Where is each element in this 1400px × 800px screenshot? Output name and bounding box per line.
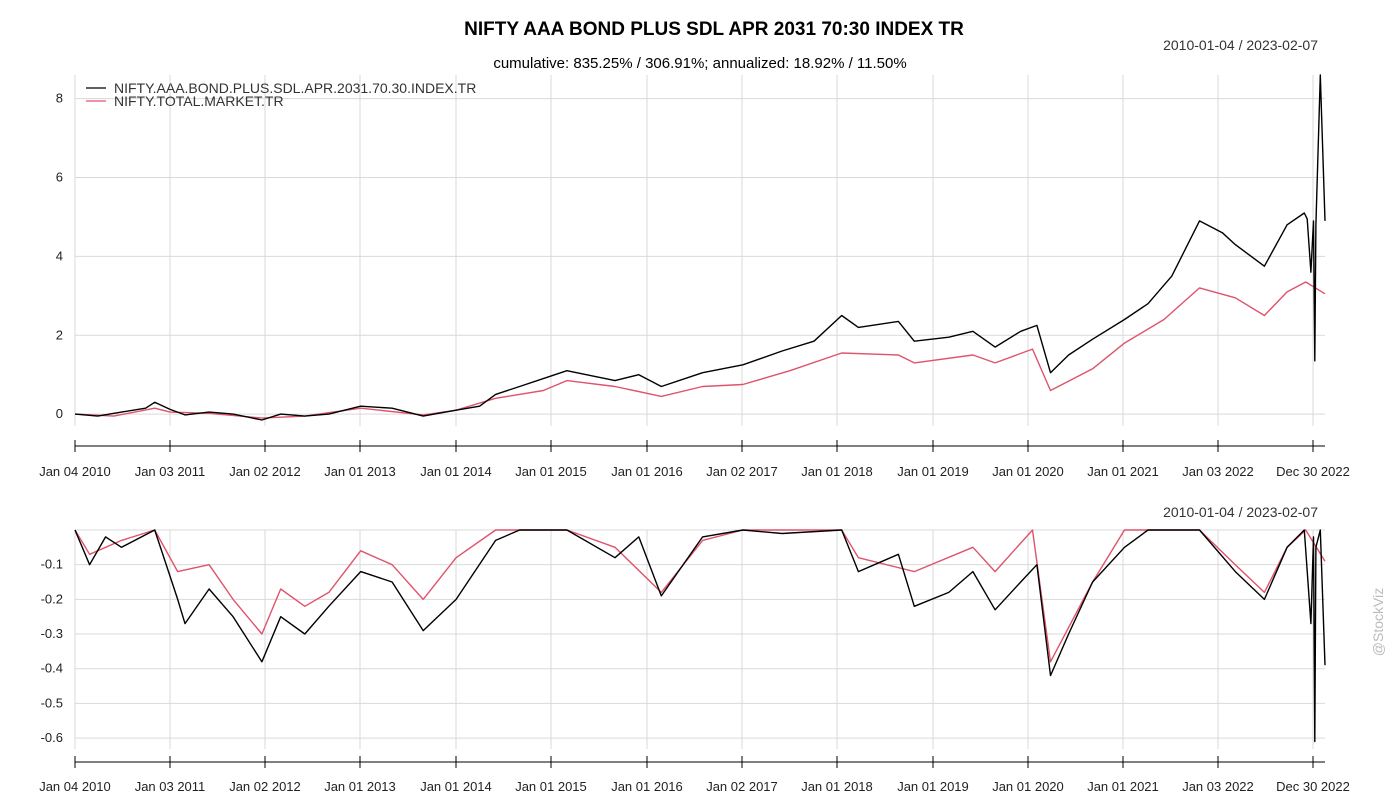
chart-title: NIFTY AAA BOND PLUS SDL APR 2031 70:30 I… [464, 19, 964, 40]
bottom-y-tick-label: -0.2 [41, 591, 63, 606]
top-series-line-nifty-aaa-bond-plus-sdl-apr-2031-70-30-index-tr [74, 74, 1326, 421]
legend-label-bond: NIFTY.AAA.BOND.PLUS.SDL.APR.2031.70.30.I… [114, 80, 476, 96]
bottom-x-tick-label: Jan 01 2013 [324, 779, 396, 794]
bottom-y-tick-label: -0.1 [41, 557, 63, 572]
bottom-x-tick-label: Jan 01 2014 [420, 779, 492, 794]
top-x-tick-label: Dec 30 2022 [1276, 464, 1350, 479]
drawdown-panel: -0.1 -0.2 -0.3 -0.4 -0.5 -0.6 Jan 04 2010 Jan 0… [39, 504, 1350, 794]
bottom-date-range: 2010-01-04 / 2023-02-07 [1163, 504, 1318, 520]
top-grid [74, 75, 1325, 426]
bottom-y-tick-label: -0.6 [41, 730, 63, 745]
bottom-axes: -0.1 -0.2 -0.3 -0.4 -0.5 -0.6 Jan 04 2010 Jan 0… [39, 557, 1350, 794]
top-x-tick-label: Jan 03 2022 [1182, 464, 1254, 479]
top-y-tick-label: 4 [56, 248, 63, 263]
top-x-tick-label: Jan 01 2015 [515, 464, 587, 479]
top-y-tick-label: 6 [56, 170, 63, 185]
bottom-x-tick-label: Jan 04 2010 [39, 779, 111, 794]
bottom-x-tick-label: Jan 01 2015 [515, 779, 587, 794]
bottom-series [74, 529, 1326, 743]
top-series-line-nifty-total-market-tr [74, 281, 1326, 419]
top-x-tick-label: Jan 01 2016 [611, 464, 683, 479]
bottom-series-line-nifty-total-market-tr [74, 529, 1326, 663]
bottom-x-tick-label: Jan 01 2018 [801, 779, 873, 794]
bottom-y-tick-label: -0.4 [41, 661, 63, 676]
bottom-x-tick-label: Jan 02 2017 [706, 779, 778, 794]
legend: NIFTY.AAA.BOND.PLUS.SDL.APR.2031.70.30.I… [86, 80, 476, 109]
top-x-tick-label: Jan 01 2013 [324, 464, 396, 479]
bottom-x-tick-label: Jan 01 2020 [992, 779, 1064, 794]
top-x-tick-label: Jan 04 2010 [39, 464, 111, 479]
bottom-x-tick-label: Jan 02 2012 [229, 779, 301, 794]
top-y-tick-label: 2 [56, 327, 63, 342]
bottom-grid [74, 529, 1325, 749]
top-x-tick-label: Jan 03 2011 [135, 464, 206, 479]
watermark: @StockViz [1370, 588, 1386, 656]
top-x-tick-label: Jan 01 2019 [897, 464, 969, 479]
legend-label-market: NIFTY.TOTAL.MARKET.TR [114, 93, 284, 109]
bottom-series-line-nifty-aaa-bond-plus-sdl-apr-2031-70-30-index-tr [74, 529, 1326, 743]
top-y-tick-label: 0 [56, 406, 63, 421]
bottom-y-tick-label: -0.3 [41, 626, 63, 641]
top-date-range: 2010-01-04 / 2023-02-07 [1163, 37, 1318, 53]
bottom-y-tick-label: -0.5 [41, 695, 63, 710]
bottom-x-tick-label: Jan 01 2019 [897, 779, 969, 794]
bottom-x-tick-label: Jan 03 2022 [1182, 779, 1254, 794]
top-x-tick-label: Jan 02 2012 [229, 464, 301, 479]
bottom-x-tick-label: Jan 01 2016 [611, 779, 683, 794]
top-x-tick-label: Jan 01 2021 [1087, 464, 1159, 479]
top-series [74, 74, 1326, 421]
top-y-tick-label: 8 [56, 91, 63, 106]
top-axes: 0 2 4 6 8 Jan 04 2010 Jan 03 2011 Jan 02 2012 Ja… [39, 91, 1350, 479]
top-x-tick-label: Jan 01 2018 [801, 464, 873, 479]
bottom-x-tick-label: Jan 01 2021 [1087, 779, 1159, 794]
top-x-tick-label: Jan 01 2014 [420, 464, 492, 479]
top-x-tick-label: Jan 02 2017 [706, 464, 778, 479]
bottom-x-tick-label: Dec 30 2022 [1276, 779, 1350, 794]
cumulative-returns-panel: 0 2 4 6 8 Jan 04 2010 Jan 03 2011 Jan 02 2012 Ja… [39, 19, 1350, 479]
top-x-tick-label: Jan 01 2020 [992, 464, 1064, 479]
bottom-x-tick-label: Jan 03 2011 [135, 779, 206, 794]
chart-subtitle: cumulative: 835.25% / 306.91%; annualize… [493, 55, 906, 72]
